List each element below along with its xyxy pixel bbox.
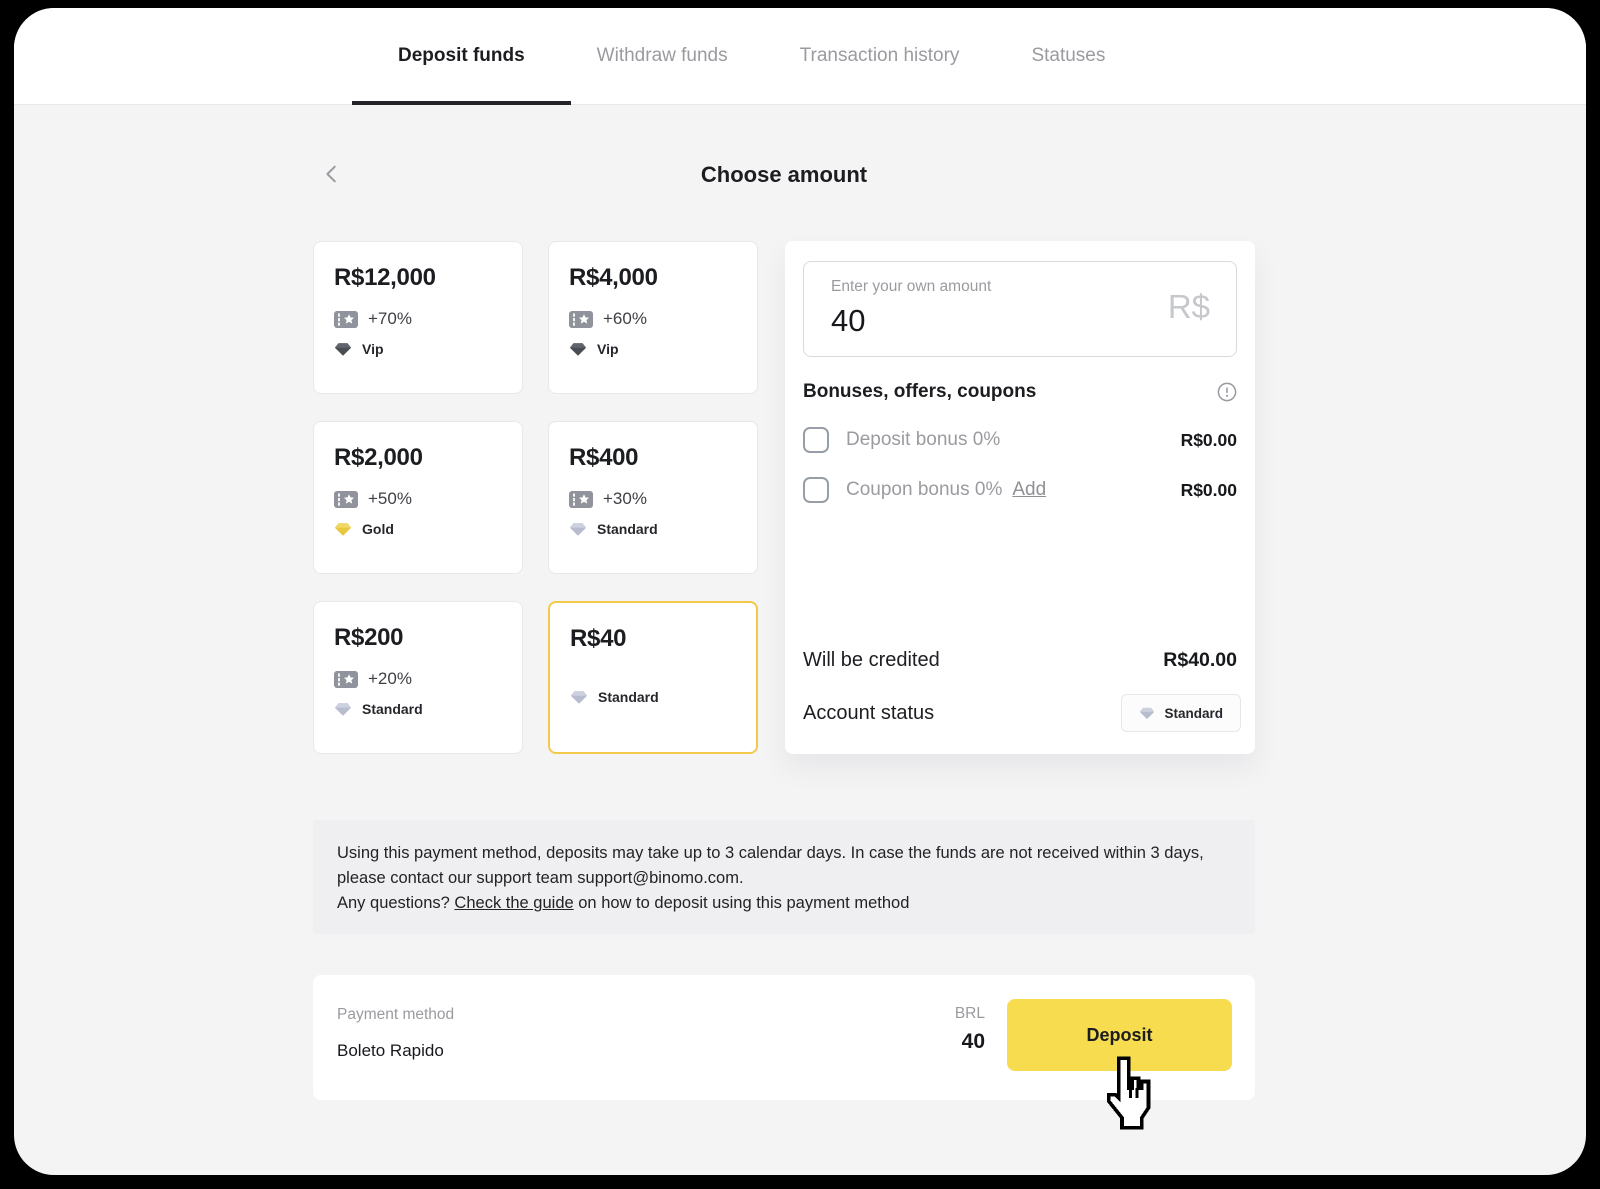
gem-vip-icon xyxy=(334,342,352,356)
deposit-bonus-row: Deposit bonus 0% R$0.00 xyxy=(803,417,1237,463)
tab-statuses[interactable]: Statuses xyxy=(1031,45,1106,66)
card-status-label: Gold xyxy=(362,521,394,537)
total-amount-column: BRL 40 xyxy=(955,1005,985,1054)
deposit-bonus-checkbox[interactable] xyxy=(803,427,829,453)
account-status-badge-label: Standard xyxy=(1164,705,1223,721)
card-status-label: Standard xyxy=(362,701,423,717)
deposit-window: Deposit funds Withdraw funds Transaction… xyxy=(14,8,1586,1175)
deposit-bonus-value: R$0.00 xyxy=(1180,429,1237,450)
notice-question-suffix: on how to deposit using this payment met… xyxy=(573,894,910,912)
page-title: Choose amount xyxy=(700,162,868,187)
card-status-label: Standard xyxy=(598,689,659,705)
bonuses-heading-row: Bonuses, offers, coupons xyxy=(803,377,1237,407)
amount-card-200[interactable]: R$200 +20% Standard xyxy=(313,601,523,754)
tab-withdraw-funds[interactable]: Withdraw funds xyxy=(596,45,728,66)
coupon-bonus-checkbox[interactable] xyxy=(803,477,829,503)
notice-question-prefix: Any questions? xyxy=(337,894,455,912)
info-icon[interactable] xyxy=(1217,382,1237,402)
check-the-guide-link[interactable]: Check the guide xyxy=(454,894,574,912)
notice-text: Using this payment method, deposits may … xyxy=(337,844,1204,887)
account-status-row: Account status Standard xyxy=(803,693,1241,733)
credited-label: Will be credited xyxy=(803,649,940,671)
coupon-bonus-row: Coupon bonus 0% Add R$0.00 xyxy=(803,467,1237,513)
tab-deposit-funds[interactable]: Deposit funds xyxy=(352,8,571,105)
total-amount: 40 xyxy=(961,1030,985,1053)
bonuses-heading: Bonuses, offers, coupons xyxy=(803,381,1037,402)
credited-row: Will be credited R$40.00 xyxy=(803,649,1237,672)
card-status-label: Vip xyxy=(597,341,619,357)
ticket-icon xyxy=(334,490,358,508)
card-bonus-row: +70% xyxy=(334,309,502,329)
gem-standard-icon xyxy=(334,702,352,716)
own-amount-input[interactable]: Enter your own amount 40 R$ xyxy=(803,261,1237,357)
ticket-icon xyxy=(334,310,358,328)
amount-panel: Enter your own amount 40 R$ Bonuses, off… xyxy=(785,241,1255,754)
gem-standard-icon xyxy=(569,522,587,536)
coupon-add-link[interactable]: Add xyxy=(1012,479,1047,500)
card-bonus-label: +50% xyxy=(368,489,412,508)
card-amount: R$200 xyxy=(334,624,404,651)
deposit-button[interactable]: Deposit xyxy=(1007,999,1232,1071)
card-bonus-row: +30% xyxy=(569,489,737,509)
card-status-row: Gold xyxy=(334,521,502,537)
card-status-label: Standard xyxy=(597,521,658,537)
coupon-bonus-value: R$0.00 xyxy=(1180,479,1237,500)
currency-symbol: R$ xyxy=(1167,288,1210,325)
card-amount: R$12,000 xyxy=(334,264,436,291)
payment-notice: Using this payment method, deposits may … xyxy=(313,820,1255,934)
own-amount-value: 40 xyxy=(831,303,866,338)
deposit-bonus-label: Deposit bonus 0% xyxy=(846,429,1001,450)
ticket-icon xyxy=(569,490,593,508)
payment-method-label: Payment method xyxy=(337,1006,455,1023)
amount-card-400[interactable]: R$400 +30% Standard xyxy=(548,421,758,574)
gem-standard-icon xyxy=(570,690,588,704)
own-amount-label: Enter your own amount xyxy=(831,278,992,295)
card-status-row: Vip xyxy=(334,341,502,357)
card-status-row: Standard xyxy=(569,521,737,537)
card-bonus-row: +50% xyxy=(334,489,502,509)
card-status-label: Vip xyxy=(362,341,384,357)
card-status-row: Vip xyxy=(569,341,737,357)
card-amount: R$4,000 xyxy=(569,264,658,291)
amount-card-12000[interactable]: R$12,000 +70% Vip xyxy=(313,241,523,394)
footer-bar: Payment method Boleto Rapido BRL 40 Depo… xyxy=(313,975,1255,1100)
card-amount: R$2,000 xyxy=(334,444,423,471)
card-amount: R$400 xyxy=(569,444,639,471)
gem-vip-icon xyxy=(569,342,587,356)
amount-card-4000[interactable]: R$4,000 +60% Vip xyxy=(548,241,758,394)
card-bonus-label: +30% xyxy=(603,489,647,508)
card-bonus-row: +20% xyxy=(334,669,502,689)
account-status-label: Account status xyxy=(803,701,935,724)
payment-method-value: Boleto Rapido xyxy=(337,1041,444,1060)
card-bonus-row: +60% xyxy=(569,309,737,329)
coupon-bonus-label: Coupon bonus 0% xyxy=(846,479,1003,500)
card-status-row: Standard xyxy=(334,701,502,717)
tab-transaction-history[interactable]: Transaction history xyxy=(799,45,960,66)
gem-standard-icon xyxy=(1140,707,1155,719)
account-status-badge: Standard xyxy=(1121,694,1241,732)
chevron-left-icon xyxy=(326,165,336,183)
gem-gold-icon xyxy=(334,522,352,536)
tab-bar: Deposit funds Withdraw funds Transaction… xyxy=(14,8,1586,105)
currency-code: BRL xyxy=(954,1005,985,1022)
amount-card-2000[interactable]: R$2,000 +50% Gold xyxy=(313,421,523,574)
card-amount: R$40 xyxy=(570,625,627,652)
back-button[interactable] xyxy=(316,158,348,190)
card-status-row: Standard xyxy=(570,689,736,705)
card-bonus-label: +70% xyxy=(368,309,412,328)
card-bonus-label: +20% xyxy=(368,669,412,688)
card-bonus-label: +60% xyxy=(603,309,647,328)
ticket-icon xyxy=(334,670,358,688)
amount-card-40-selected[interactable]: R$40 Standard xyxy=(548,601,758,754)
ticket-icon xyxy=(569,310,593,328)
credited-value: R$40.00 xyxy=(1163,649,1237,671)
